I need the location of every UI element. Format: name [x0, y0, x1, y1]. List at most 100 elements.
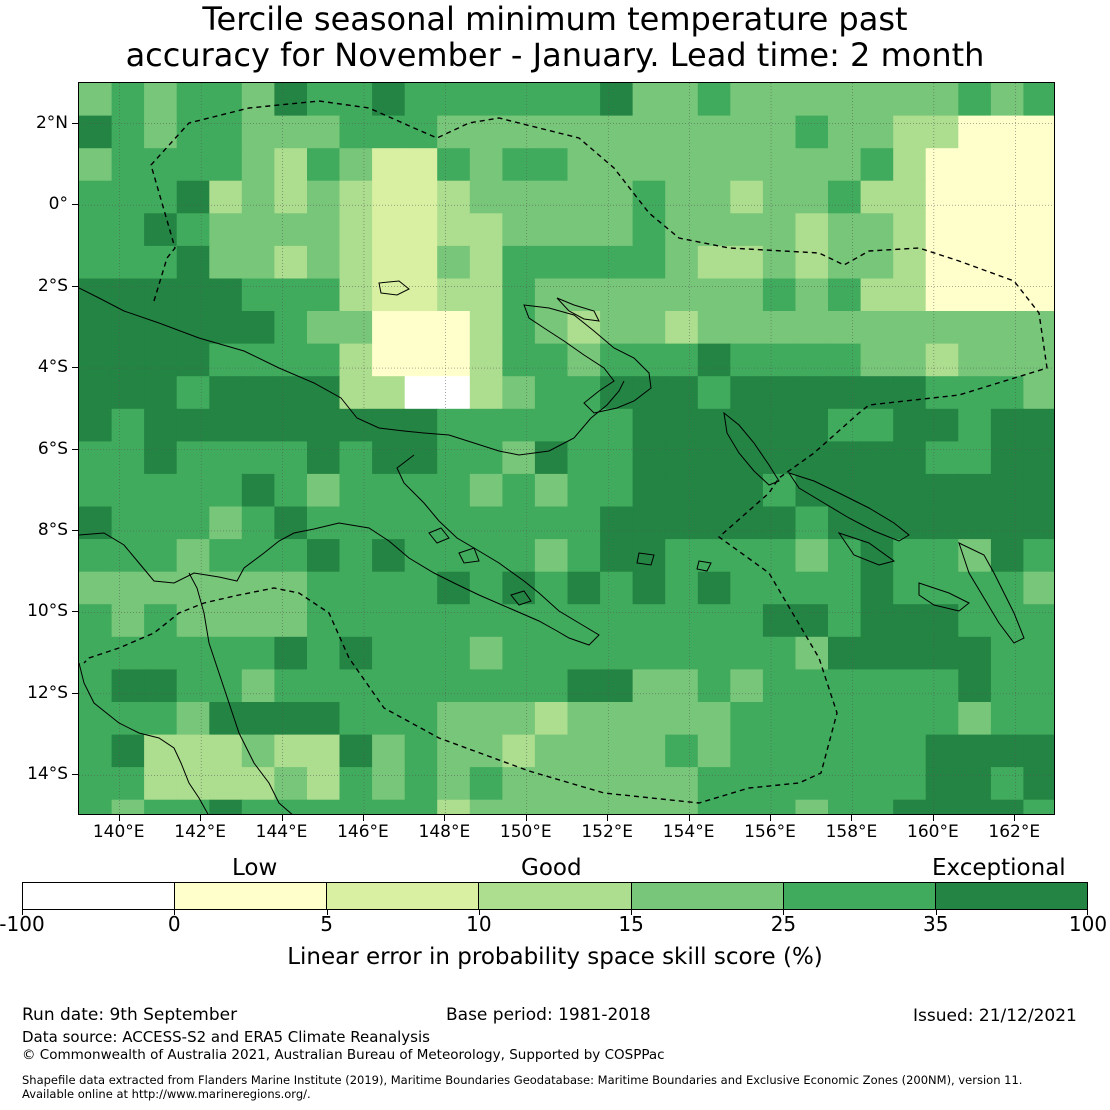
category-good-label: Good [521, 855, 582, 881]
skill-cell [437, 245, 471, 280]
skill-cell [860, 539, 894, 573]
skill-cell [437, 278, 471, 312]
skill-cell [730, 343, 764, 377]
skill-cell [274, 441, 308, 475]
skill-cell [534, 343, 569, 377]
longitude-tick [444, 815, 446, 821]
skill-cell [795, 799, 829, 814]
skill-cell [534, 539, 569, 573]
longitude-label: 160°E [907, 822, 959, 842]
skill-cell [828, 571, 862, 605]
skill-cell [860, 408, 894, 442]
skill-cell [1023, 767, 1054, 801]
skill-cell [307, 571, 341, 605]
skill-cell [469, 506, 503, 540]
coastlines [79, 280, 1025, 814]
skill-cell [730, 473, 764, 508]
skill-cell [893, 83, 927, 117]
skill-cell [469, 245, 503, 280]
skill-cell [1023, 473, 1054, 508]
skill-cell [925, 343, 959, 377]
skill-cell [339, 604, 373, 638]
skill-cell [372, 604, 406, 638]
skill-cell [828, 734, 862, 768]
longitude-tick [362, 815, 364, 821]
skill-cell [567, 799, 601, 814]
skill-cell [1023, 799, 1054, 814]
skill-cell [404, 702, 438, 736]
colorbar-tick-label: 0 [167, 912, 181, 936]
skill-cell [404, 767, 438, 801]
skill-cell [534, 702, 569, 736]
skill-cell [111, 473, 145, 508]
skill-cell [828, 636, 862, 670]
skill-cell [241, 278, 275, 312]
skill-cell [925, 311, 959, 345]
skill-cell [697, 311, 731, 345]
skill-cell [567, 343, 601, 377]
skill-cell [469, 441, 503, 475]
skill-cell [241, 799, 275, 814]
skill-cell [730, 734, 764, 768]
skill-cell [600, 571, 634, 605]
skill-cell [730, 799, 764, 814]
skill-cell [339, 311, 373, 345]
skill-cell [372, 799, 406, 814]
skill-cell [860, 734, 894, 768]
skill-cell [567, 636, 601, 670]
skill-cell [567, 571, 601, 605]
longitude-tick [770, 815, 772, 821]
skill-cell [502, 441, 536, 475]
skill-cell [990, 767, 1025, 801]
skill-cell [697, 473, 731, 508]
skill-cell [437, 636, 471, 670]
skill-cell [307, 702, 341, 736]
skill-cell [111, 180, 145, 214]
skill-cell [795, 245, 829, 280]
skill-cell [339, 571, 373, 605]
longitude-tick [932, 815, 934, 821]
skill-cell [307, 245, 341, 280]
skill-cell [111, 799, 145, 814]
skill-cell [860, 213, 894, 247]
skill-cell [600, 473, 634, 508]
skill-cell [209, 571, 243, 605]
skill-cell [404, 343, 438, 377]
skill-cell [730, 604, 764, 638]
skill-cell [828, 213, 862, 247]
skill-cell [274, 408, 308, 442]
skill-cell [893, 148, 927, 182]
skill-cell [600, 604, 634, 638]
skill-cell [111, 702, 145, 736]
skill-cell [437, 343, 471, 377]
skill-cell [730, 408, 764, 442]
skill-cell [730, 180, 764, 214]
skill-cell [567, 604, 601, 638]
skill-cell [307, 83, 341, 117]
latitude-label: 2°N [35, 112, 68, 133]
skill-cell [958, 799, 992, 814]
skill-cell [632, 441, 666, 475]
colorbar-segment [23, 883, 176, 909]
skill-cell [990, 213, 1025, 247]
skill-cell [307, 180, 341, 214]
skill-cell [241, 636, 275, 670]
skill-cell [339, 115, 373, 149]
skill-cell [437, 734, 471, 768]
skill-cell [502, 799, 536, 814]
map-title-line-1: Tercile seasonal minimum temperature pas… [202, 0, 908, 38]
skill-cell [307, 343, 341, 377]
skill-cell [502, 734, 536, 768]
skill-cell [990, 376, 1025, 410]
latitude-tick [72, 529, 78, 531]
skill-cell [144, 636, 178, 670]
skill-cell [958, 636, 992, 670]
skill-cell [795, 83, 829, 117]
skill-cell [925, 180, 959, 214]
skill-cell [665, 115, 699, 149]
skill-cell [209, 311, 243, 345]
skill-cell [795, 376, 829, 410]
skill-cell [632, 180, 666, 214]
skill-cell [241, 473, 275, 508]
skill-cell [372, 767, 406, 801]
